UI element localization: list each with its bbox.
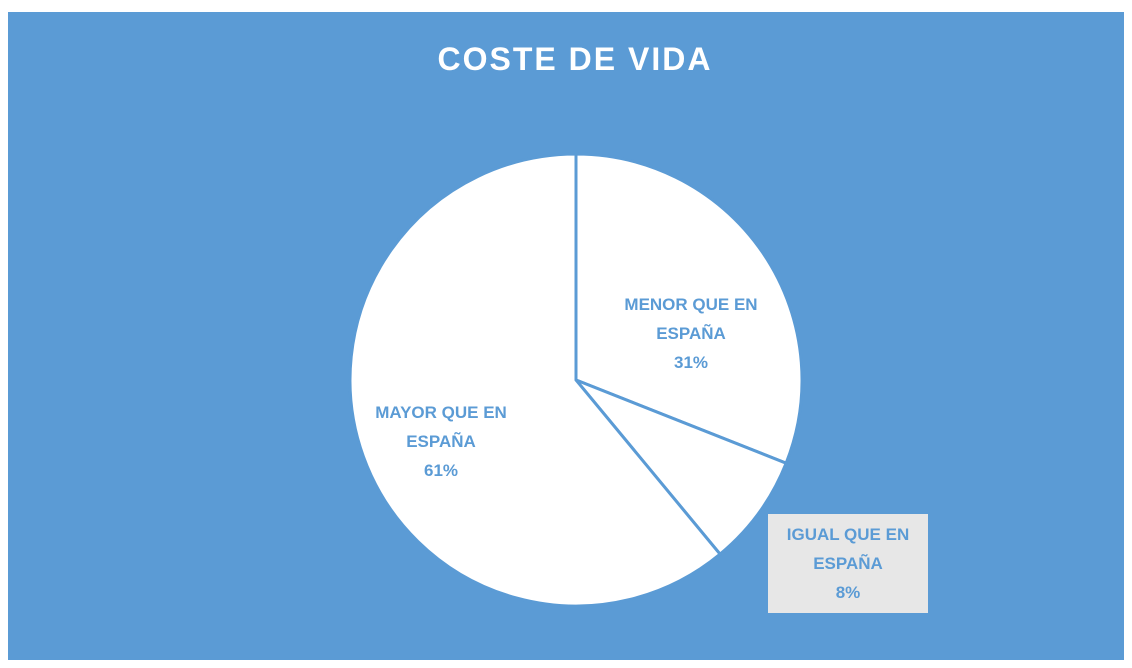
pie-slice <box>574 152 804 466</box>
slice-value: 61% <box>423 461 459 480</box>
slice-value: 8% <box>835 583 861 602</box>
slice-label: MAYOR QUE EN ESPAÑA 61% <box>361 398 521 485</box>
slice-label: MENOR QUE EN ESPAÑA 31% <box>611 290 771 377</box>
slice-value: 31% <box>673 353 709 372</box>
slice-name: MAYOR QUE EN ESPAÑA <box>375 403 507 451</box>
slice-name: MENOR QUE EN ESPAÑA <box>624 295 758 343</box>
slice-label: IGUAL QUE EN ESPAÑA 8% <box>768 514 928 613</box>
chart-title: COSTE DE VIDA <box>438 41 713 77</box>
pie-slice <box>574 378 789 557</box>
pie-slice <box>348 152 723 608</box>
slice-name: IGUAL QUE EN ESPAÑA <box>786 525 910 573</box>
